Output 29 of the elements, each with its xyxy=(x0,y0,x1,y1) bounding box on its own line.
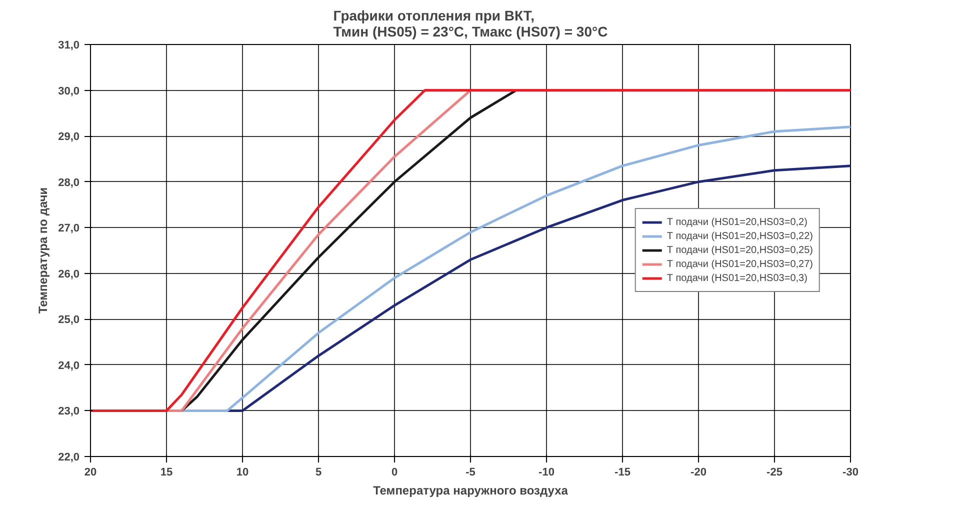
legend-label: Т подачи (HS01=20,HS03=0,22) xyxy=(666,230,813,243)
y-tick-label: 22,0 xyxy=(58,452,80,464)
y-tick-label: 27,0 xyxy=(58,222,80,235)
x-tick-label: 5 xyxy=(315,466,322,478)
x-tick-label: 0 xyxy=(391,466,398,478)
y-tick-label: 28,0 xyxy=(58,176,80,189)
x-tick-label: -30 xyxy=(842,466,858,478)
y-tick-label: 23,0 xyxy=(58,406,80,418)
x-tick-label: -15 xyxy=(614,466,630,478)
x-tick-label: -20 xyxy=(690,466,706,478)
x-tick-label: -25 xyxy=(766,466,782,478)
x-tick-label: -10 xyxy=(538,466,554,478)
x-tick-label: 15 xyxy=(160,466,173,478)
x-tick-label: 20 xyxy=(84,466,97,478)
y-tick-label: 31,0 xyxy=(58,40,80,52)
y-tick-label: 25,0 xyxy=(58,314,80,326)
chart-title: Графики отопления при ВКТ, Тмин (HS05) = 23°C, Тмакс (HS07) = 30°C xyxy=(333,8,608,40)
y-tick-label: 24,0 xyxy=(58,360,80,372)
y-axis-title: Температура по дачи xyxy=(36,187,50,314)
legend-label: Т подачи (HS01=20,HS03=0,27) xyxy=(666,258,813,271)
legend-label: Т подачи (HS01=20,HS03=0,25) xyxy=(666,244,813,257)
legend-label: Т подачи (HS01=20,HS03=0,2) xyxy=(666,216,808,229)
y-tick-label: 30,0 xyxy=(58,85,80,98)
x-tick-label: -5 xyxy=(466,466,476,478)
legend-label: Т подачи (HS01=20,HS03=0,3) xyxy=(666,272,808,285)
x-axis-title: Температура наружного воздуха xyxy=(373,484,568,498)
x-tick-label: 10 xyxy=(236,466,249,478)
y-tick-label: 29,0 xyxy=(58,131,80,144)
y-tick-label: 26,0 xyxy=(58,268,80,280)
